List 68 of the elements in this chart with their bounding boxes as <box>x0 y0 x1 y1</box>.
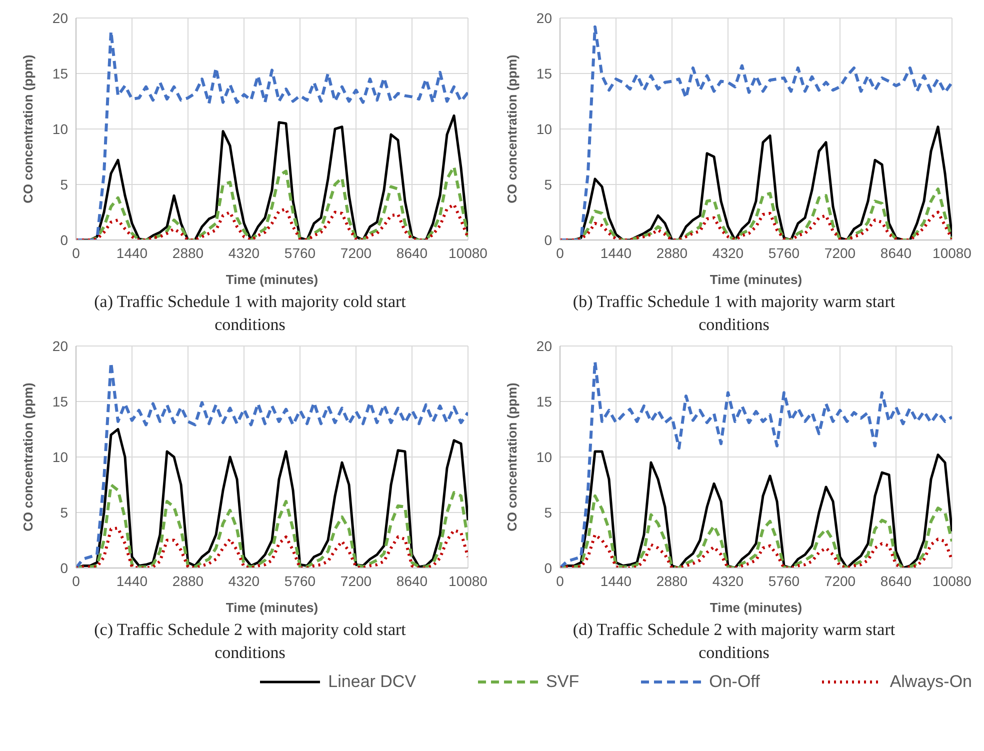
y-tick-label: 10 <box>52 448 68 465</box>
x-tick-label: 1440 <box>116 572 148 589</box>
text: (c) Traffic Schedule 2 with majority cold start conditions <box>93 619 407 664</box>
x-tick-label: 7200 <box>824 244 856 261</box>
y-tick-label: 0 <box>60 232 68 248</box>
y-tick-label: 15 <box>536 393 552 410</box>
x-tick-label: 0 <box>556 572 564 589</box>
x-tick-label: 8640 <box>396 572 428 589</box>
y-tick-label: 20 <box>52 10 68 26</box>
y-tick-label: 15 <box>536 65 552 82</box>
y-tick-label: 20 <box>536 10 552 26</box>
x-axis-title: Time (minutes) <box>226 272 318 287</box>
x-tick-label: 1440 <box>600 572 632 589</box>
x-tick-label: 2880 <box>172 244 204 261</box>
x-tick-label: 5760 <box>284 572 316 589</box>
legend-label: Linear DCV <box>328 672 416 692</box>
y-tick-label: 5 <box>544 176 552 192</box>
legend-label: Always-On <box>890 672 972 692</box>
x-tick-label: 5760 <box>768 572 800 589</box>
text: (d) Traffic Schedule 2 with majority warm start conditions <box>572 619 896 664</box>
x-tick-label: 4320 <box>712 244 744 261</box>
x-tick-label: 4320 <box>228 244 260 261</box>
x-tick-label: 10080 <box>448 572 488 589</box>
x-tick-label: 8640 <box>880 244 912 261</box>
y-tick-label: 0 <box>544 232 552 248</box>
x-tick-label: 2880 <box>172 572 204 589</box>
text: (b) Traffic Schedule 1 with majority warm start conditions <box>572 291 896 336</box>
y-axis-title: CO concentration (ppm) <box>504 54 520 204</box>
x-tick-label: 7200 <box>824 572 856 589</box>
x-axis-title: Time (minutes) <box>226 600 318 615</box>
x-axis-title: Time (minutes) <box>710 272 802 287</box>
x-tick-label: 2880 <box>656 572 688 589</box>
legend-label: SVF <box>546 672 580 692</box>
y-tick-label: 10 <box>52 120 68 137</box>
y-tick-label: 15 <box>52 65 68 82</box>
x-tick-label: 4320 <box>712 572 744 589</box>
y-tick-label: 0 <box>544 560 552 576</box>
x-tick-label: 5760 <box>768 244 800 261</box>
y-tick-label: 10 <box>536 120 552 137</box>
x-tick-label: 8640 <box>396 244 428 261</box>
x-tick-label: 1440 <box>600 244 632 261</box>
x-axis-title: Time (minutes) <box>710 600 802 615</box>
y-axis-title: CO concentration (ppm) <box>504 382 520 532</box>
x-tick-label: 2880 <box>656 244 688 261</box>
text: (a) Traffic Schedule 1 with majority cold start conditions <box>93 291 407 336</box>
legend-label: On-Off <box>709 672 760 692</box>
x-tick-label: 10080 <box>932 572 972 589</box>
y-tick-label: 15 <box>52 393 68 410</box>
x-tick-label: 0 <box>72 572 80 589</box>
x-tick-label: 4320 <box>228 572 260 589</box>
x-tick-label: 7200 <box>340 572 372 589</box>
y-axis-title: CO concentration (ppm) <box>20 54 36 204</box>
y-tick-label: 20 <box>52 338 68 354</box>
y-tick-label: 5 <box>60 504 68 520</box>
y-tick-label: 5 <box>544 504 552 520</box>
y-tick-label: 0 <box>60 560 68 576</box>
y-tick-label: 5 <box>60 176 68 192</box>
x-tick-label: 7200 <box>340 244 372 261</box>
x-tick-label: 10080 <box>932 244 972 261</box>
x-tick-label: 5760 <box>284 244 316 261</box>
x-tick-label: 8640 <box>880 572 912 589</box>
y-axis-title: CO concentration (ppm) <box>20 382 36 532</box>
y-tick-label: 10 <box>536 448 552 465</box>
x-tick-label: 10080 <box>448 244 488 261</box>
x-tick-label: 0 <box>72 244 80 261</box>
x-tick-label: 0 <box>556 244 564 261</box>
x-tick-label: 1440 <box>116 244 148 261</box>
y-tick-label: 20 <box>536 338 552 354</box>
